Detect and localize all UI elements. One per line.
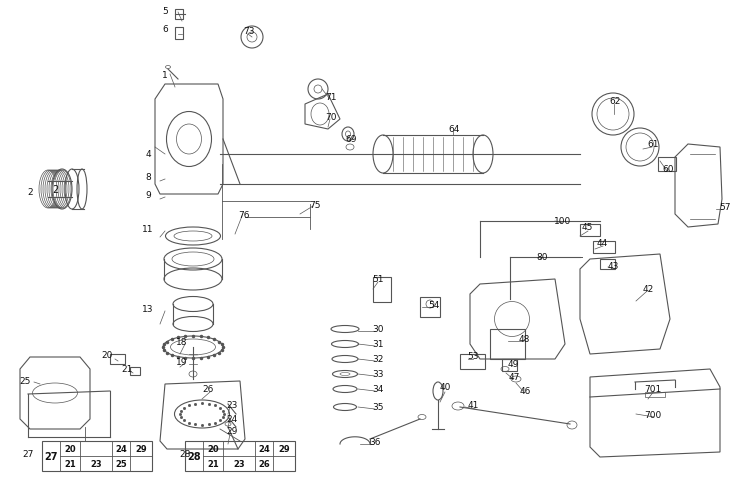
Text: 2: 2 xyxy=(52,184,58,195)
Text: 19: 19 xyxy=(176,358,187,367)
Text: 60: 60 xyxy=(663,165,674,174)
Bar xyxy=(175,10,183,20)
Text: 701: 701 xyxy=(645,385,662,393)
Text: 28: 28 xyxy=(187,451,201,461)
Text: 2: 2 xyxy=(27,188,33,197)
Text: 9: 9 xyxy=(145,191,151,200)
Text: 31: 31 xyxy=(372,340,384,349)
Text: 24: 24 xyxy=(226,415,238,424)
Bar xyxy=(502,359,517,371)
Bar xyxy=(658,158,676,172)
Bar xyxy=(185,441,295,471)
Text: 26: 26 xyxy=(202,385,214,393)
Text: 25: 25 xyxy=(19,377,31,386)
Text: 57: 57 xyxy=(719,203,731,212)
Text: 53: 53 xyxy=(468,352,479,361)
Text: 29: 29 xyxy=(135,445,147,454)
Text: 5: 5 xyxy=(162,7,168,16)
Text: 6: 6 xyxy=(162,26,168,34)
Text: 61: 61 xyxy=(647,140,659,149)
Text: 70: 70 xyxy=(325,113,337,122)
Text: 21: 21 xyxy=(207,459,219,469)
Text: 71: 71 xyxy=(325,92,337,101)
Text: 51: 51 xyxy=(372,275,384,284)
Text: 21: 21 xyxy=(64,459,76,469)
Text: 20: 20 xyxy=(207,445,219,454)
Text: 41: 41 xyxy=(468,401,479,409)
Text: 34: 34 xyxy=(372,385,384,393)
Bar xyxy=(42,441,152,471)
Bar xyxy=(460,354,485,369)
Text: 26: 26 xyxy=(258,459,270,469)
Text: 27: 27 xyxy=(22,450,34,458)
Text: 76: 76 xyxy=(238,211,249,220)
Text: 25: 25 xyxy=(115,459,127,469)
Text: 27: 27 xyxy=(44,451,58,461)
Bar xyxy=(580,225,600,237)
Bar xyxy=(490,329,525,359)
Text: 54: 54 xyxy=(428,301,440,310)
Text: 21: 21 xyxy=(121,365,133,374)
Text: 11: 11 xyxy=(142,225,154,234)
Text: 49: 49 xyxy=(507,360,518,369)
Text: 8: 8 xyxy=(145,173,151,182)
Bar xyxy=(110,354,125,364)
Text: 64: 64 xyxy=(448,125,459,134)
Text: 20: 20 xyxy=(64,445,75,454)
Text: 40: 40 xyxy=(439,383,450,392)
Text: 23: 23 xyxy=(90,459,102,469)
Text: 29: 29 xyxy=(278,445,290,454)
Text: 46: 46 xyxy=(519,387,530,396)
Text: 42: 42 xyxy=(642,285,654,294)
Text: 20: 20 xyxy=(102,351,113,360)
Text: 24: 24 xyxy=(115,445,127,454)
Text: 30: 30 xyxy=(372,325,384,334)
Text: 100: 100 xyxy=(554,217,571,226)
Text: 23: 23 xyxy=(233,459,245,469)
Text: 33: 33 xyxy=(372,370,384,378)
Text: 48: 48 xyxy=(518,335,530,344)
Text: 13: 13 xyxy=(142,305,154,314)
Text: 24: 24 xyxy=(258,445,270,454)
Text: 73: 73 xyxy=(244,28,255,36)
Text: 43: 43 xyxy=(607,262,619,271)
Text: 69: 69 xyxy=(345,135,357,144)
Bar xyxy=(373,277,391,302)
Bar xyxy=(420,297,440,318)
Text: 18: 18 xyxy=(176,338,187,347)
Text: 36: 36 xyxy=(369,438,381,447)
Text: 29: 29 xyxy=(226,426,238,436)
Text: 23: 23 xyxy=(226,401,238,409)
Text: 28: 28 xyxy=(179,450,190,458)
Text: 4: 4 xyxy=(145,150,151,159)
Text: 700: 700 xyxy=(645,410,662,420)
Bar xyxy=(645,392,665,397)
Text: 80: 80 xyxy=(536,253,548,262)
Text: 35: 35 xyxy=(372,403,384,412)
Bar xyxy=(600,259,615,270)
Text: 44: 44 xyxy=(596,239,607,248)
Text: 75: 75 xyxy=(309,201,320,210)
Text: 62: 62 xyxy=(610,97,621,106)
Bar xyxy=(175,28,183,40)
Bar xyxy=(593,242,615,254)
Bar xyxy=(130,367,140,375)
Text: 32: 32 xyxy=(372,355,384,364)
Text: 1: 1 xyxy=(162,70,168,79)
Text: 45: 45 xyxy=(581,223,592,232)
Text: 47: 47 xyxy=(508,373,520,382)
